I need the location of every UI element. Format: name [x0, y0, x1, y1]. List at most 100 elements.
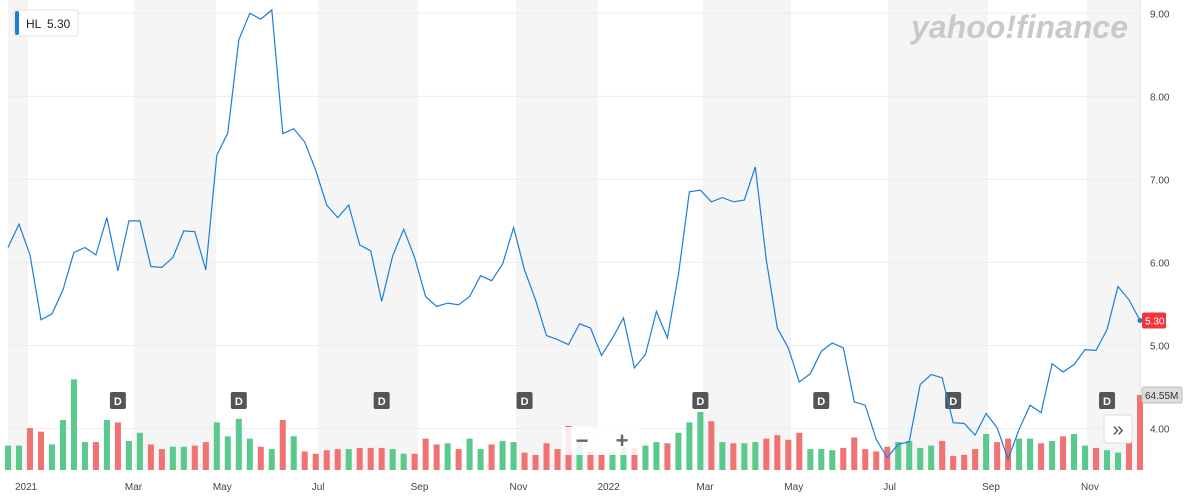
price-line	[7, 8, 1141, 461]
volume-bar	[257, 446, 264, 470]
band	[703, 0, 791, 470]
volume-bar	[917, 447, 924, 470]
legend-swatch	[15, 11, 19, 35]
volume-bar	[301, 451, 308, 470]
x-tick-label: Jul	[883, 482, 896, 493]
volume-bar	[367, 447, 374, 470]
dividend-label: D	[949, 396, 957, 408]
volume-bar	[796, 432, 803, 470]
volume-bar	[697, 411, 704, 470]
x-tick-label: May	[213, 482, 232, 493]
volume-bar	[598, 454, 605, 470]
month-bands	[8, 0, 1140, 470]
volume-bar	[246, 438, 253, 470]
volume-bar	[268, 449, 275, 470]
volume-bar	[279, 420, 286, 470]
volume-bar	[191, 445, 198, 470]
volume-bar	[48, 444, 55, 470]
band	[516, 0, 598, 470]
dividend-marker	[813, 392, 830, 409]
volume-bar	[4, 445, 12, 470]
band	[318, 0, 418, 470]
volume-bar	[895, 442, 902, 470]
volume-bar	[411, 453, 418, 470]
volume-bar	[422, 438, 429, 470]
volume-bar	[1071, 433, 1078, 470]
y-tick-label: 5.00	[1150, 341, 1170, 352]
volume-bar	[587, 451, 594, 470]
volume-bar	[576, 442, 583, 470]
volume-bar	[70, 379, 77, 470]
volume-bar	[224, 436, 231, 470]
volume-bar	[499, 440, 506, 470]
volume-bar	[202, 442, 209, 470]
volume-bar	[334, 449, 341, 470]
volume-bar	[532, 454, 539, 470]
last-point	[1137, 318, 1143, 324]
dividend-label: D	[114, 396, 122, 408]
price-tag-label: 5.30	[1145, 317, 1165, 328]
volume-bar	[906, 440, 913, 470]
volume-bar	[752, 442, 759, 470]
volume-bar	[213, 422, 220, 470]
volume-bar	[356, 447, 363, 470]
volume-bar	[488, 444, 495, 470]
volume-bar	[26, 428, 34, 470]
zoom-out-button[interactable]: −	[576, 428, 589, 453]
volume-bar	[15, 445, 23, 470]
volume-bar	[312, 453, 319, 470]
volume-bar	[180, 446, 187, 470]
volume-tag	[1141, 386, 1183, 404]
dividend-label: D	[817, 396, 825, 408]
volume-bar	[1027, 438, 1034, 470]
volume-bar	[939, 440, 946, 470]
dividend-label: D	[521, 396, 529, 408]
volume-bar	[37, 431, 44, 470]
volume-bar	[103, 420, 110, 470]
volume-bar	[1104, 450, 1111, 470]
volume-bar	[1038, 443, 1045, 470]
volume-bar	[653, 442, 660, 470]
volume-bar	[807, 449, 814, 470]
volume-bar	[1125, 442, 1133, 470]
volume-bar	[1082, 445, 1089, 470]
volume-bar	[125, 440, 132, 470]
volume-tag-label: 64.55M	[1145, 391, 1178, 402]
dividend-marker	[373, 392, 390, 409]
x-tick-label: Sep	[982, 482, 1000, 493]
volume-bar	[477, 449, 484, 470]
zoom-in-button[interactable]: +	[616, 428, 629, 453]
y-tick-label: 4.00	[1150, 424, 1170, 435]
volume-bar	[92, 442, 99, 470]
volume-bar	[1060, 436, 1067, 470]
volume-bar	[389, 449, 396, 470]
volume-bar	[961, 454, 968, 470]
volume-bar	[1136, 394, 1144, 470]
volume-bar	[136, 432, 143, 470]
expand-button[interactable]: »	[1112, 419, 1123, 441]
legend-symbol: HL	[26, 17, 42, 31]
y-tick-label: 6.00	[1150, 258, 1170, 269]
volume-bar	[862, 449, 869, 470]
legend-price: 5.30	[47, 17, 71, 31]
volume-bar	[851, 437, 858, 470]
y-tick-label: 9.00	[1150, 9, 1170, 20]
x-tick-label: Jul	[312, 482, 325, 493]
band	[1087, 0, 1140, 470]
y-tick-label: 8.00	[1150, 92, 1170, 103]
volume-bar	[609, 451, 616, 470]
zoom-controls: − +	[562, 427, 642, 455]
volume-bar	[444, 443, 451, 470]
volume-bar	[994, 442, 1001, 470]
x-tick-label: May	[784, 482, 803, 493]
volume-bar	[763, 438, 770, 470]
y-tick-label: 7.00	[1150, 175, 1170, 186]
x-tick-label: Mar	[696, 482, 714, 493]
volume-bar	[521, 452, 528, 470]
volume-bar	[323, 450, 330, 470]
plot: 9.00 8.00 7.00 6.00 5.00 4.00 2021 Mar May Jul Sep…	[4, 8, 1183, 493]
band	[8, 0, 28, 470]
expand-bg	[1103, 414, 1133, 444]
volume-bar	[972, 449, 979, 470]
dividend-marker	[516, 392, 533, 409]
